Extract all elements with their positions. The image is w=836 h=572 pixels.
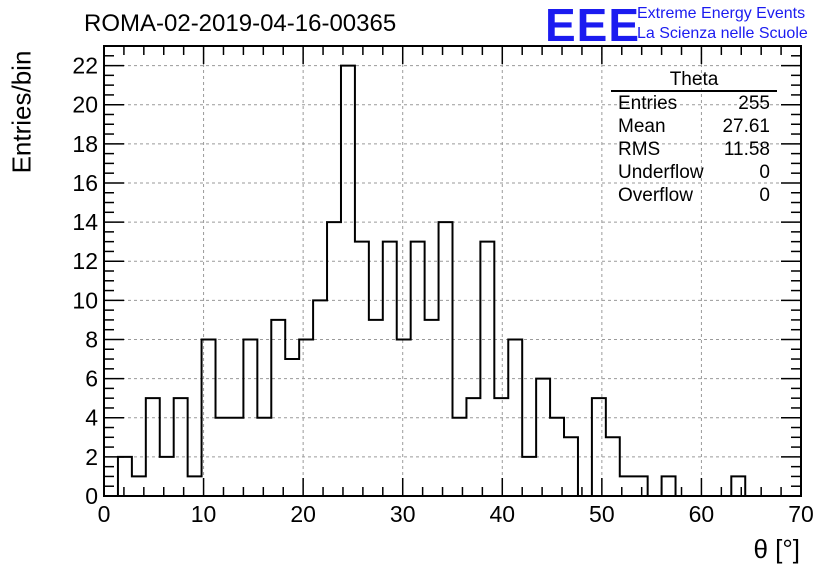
stats-value: 255: [738, 93, 770, 114]
stats-box: Theta Entries 255 Mean 27.61 RMS 11.58 U…: [611, 70, 777, 207]
x-tick-label: 0: [98, 501, 111, 527]
y-tick-label: 8: [85, 326, 98, 352]
stats-row-overflow: Overflow 0: [611, 184, 777, 207]
brand-tagline: La Scienza nelle Scuole: [637, 25, 808, 42]
stats-label: Entries: [618, 93, 678, 114]
stats-value: 27.61: [722, 116, 770, 137]
stats-value: 11.58: [723, 139, 770, 160]
y-tick-label: 10: [72, 287, 98, 313]
stats-row-entries: Entries 255: [611, 92, 777, 115]
y-tick-label: 0: [85, 483, 98, 509]
y-tick-label: 22: [72, 53, 98, 79]
y-axis-label: Entries/bin: [6, 50, 37, 174]
chart-title: ROMA-02-2019-04-16-00365: [84, 10, 397, 37]
stats-label: Underflow: [618, 162, 704, 183]
x-tick-label: 60: [689, 501, 715, 527]
y-tick-label: 12: [72, 248, 98, 274]
x-tick-label: 70: [788, 501, 814, 527]
x-tick-label: 30: [390, 501, 416, 527]
x-tick-label: 10: [191, 501, 217, 527]
stats-row-mean: Mean 27.61: [611, 115, 777, 138]
stats-label: Overflow: [618, 185, 693, 206]
x-axis-label: θ [°]: [753, 534, 800, 564]
plot-frame: [103, 45, 802, 497]
y-tick-label: 18: [72, 131, 98, 157]
eee-logo-mark: EEE: [545, 0, 641, 51]
stats-value: 0: [759, 162, 770, 183]
stats-value: 0: [759, 185, 770, 206]
y-tick-label: 6: [85, 366, 98, 392]
stats-row-rms: RMS 11.58: [611, 138, 777, 161]
stats-row-underflow: Underflow 0: [611, 161, 777, 184]
stats-title: Theta: [611, 70, 777, 92]
y-tick-label: 14: [72, 209, 98, 235]
x-tick-label: 50: [589, 501, 615, 527]
axis-ticks: [103, 45, 802, 497]
y-tick-label: 4: [85, 405, 98, 431]
stats-label: Mean: [618, 116, 666, 137]
y-tick-labels: 0 2 4 6 8 10 12 14 16 18 20 22: [72, 53, 98, 509]
y-tick-label: 20: [72, 92, 98, 118]
x-tick-labels: 0 10 20 30 40 50 60 70: [98, 501, 814, 527]
histogram-series: [104, 64, 801, 497]
x-tick-label: 40: [489, 501, 515, 527]
stats-label: RMS: [618, 139, 661, 160]
brand-name: Extreme Energy Events: [637, 5, 806, 22]
y-tick-label: 2: [85, 444, 98, 470]
y-tick-label: 16: [72, 170, 98, 196]
x-tick-label: 20: [290, 501, 316, 527]
